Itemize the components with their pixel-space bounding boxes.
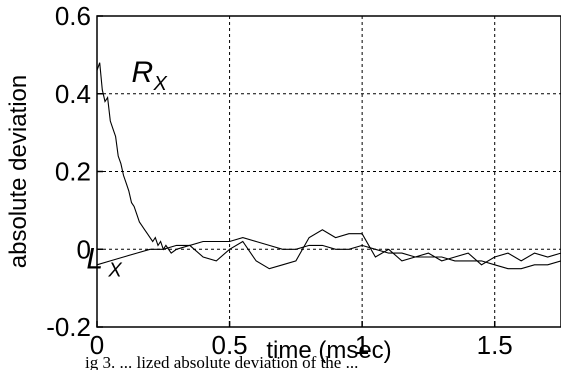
- x-tick-label: 1: [355, 330, 369, 360]
- x-tick-label: 0.5: [211, 330, 247, 360]
- series-label-lx: L: [86, 243, 103, 276]
- series-labels: R XL X: [86, 56, 167, 282]
- x-axis-ticks: 0 0.5 1 1.5: [90, 321, 513, 360]
- y-tick-label: -0.2: [46, 312, 91, 342]
- x-axis-label: time (msec): [266, 337, 391, 364]
- series-label-subscript: X: [152, 73, 167, 95]
- y-tick-label: 0.2: [55, 157, 91, 187]
- plot-frame: [96, 15, 561, 328]
- x-tick-label: 0: [90, 330, 104, 360]
- series-lines: [96, 62, 561, 270]
- y-tick-label: 0.6: [55, 1, 91, 31]
- grid-lines: [97, 16, 561, 327]
- y-tick-label: 0.4: [55, 79, 91, 109]
- y-axis-label: absolute deviation: [5, 75, 32, 268]
- series-label-subscript: X: [107, 260, 122, 282]
- y-axis-ticks: -0.2 0 0.2 0.4 0.6: [46, 1, 103, 342]
- x-tick-label: 1.5: [477, 330, 513, 360]
- y-tick-label: 0: [77, 234, 91, 264]
- series-label-rx: R: [131, 56, 153, 89]
- series-line-lx: [96, 237, 561, 270]
- caption-fragment: ig 3. ... lized absolute deviation of th…: [85, 353, 358, 370]
